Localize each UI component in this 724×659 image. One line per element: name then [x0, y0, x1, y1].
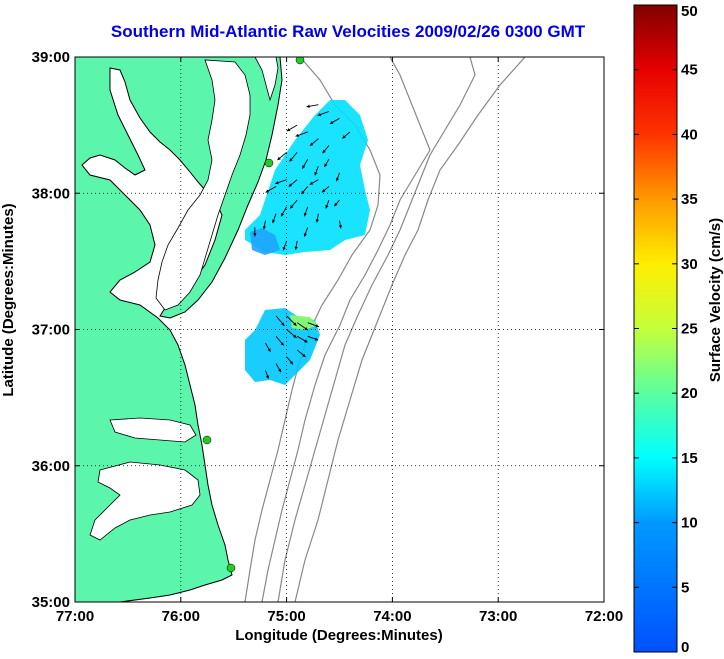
- velocity-arrowhead: [267, 348, 271, 352]
- chesapeake-bay: [155, 59, 251, 311]
- x-tick-label: 72:00: [585, 608, 623, 625]
- x-tick-label: 74:00: [373, 608, 411, 625]
- velocity-arrowhead: [304, 327, 308, 331]
- x-tick-label: 75:00: [267, 608, 305, 625]
- velocity-arrowhead: [314, 171, 318, 176]
- velocity-arrowhead: [289, 360, 294, 365]
- x-tick-label: 76:00: [162, 608, 200, 625]
- velocity-arrowhead: [265, 375, 270, 379]
- velocity-arrowhead: [338, 225, 343, 229]
- velocity-arrowhead: [304, 339, 308, 343]
- albemarle-sound: [109, 417, 197, 443]
- y-axis-label: Latitude (Degrees:Minutes): [0, 203, 17, 396]
- velocity-arrowhead: [293, 322, 297, 326]
- colorbar: [633, 4, 678, 653]
- velocity-arrowhead: [288, 183, 293, 187]
- y-tick-label: 37:00: [32, 322, 70, 339]
- grid: [75, 57, 604, 602]
- pamlico-sound: [89, 461, 201, 541]
- velocity-arrowhead: [293, 334, 297, 338]
- velocity-arrowhead: [301, 190, 305, 195]
- colorbar-tick-label: 45: [681, 62, 698, 79]
- colorbar-tick-label: 35: [681, 191, 698, 208]
- colorbar-tick-label: 40: [681, 126, 698, 143]
- colorbar-tick-label: 30: [681, 256, 698, 273]
- velocity-arrowhead: [342, 135, 346, 139]
- y-tick-label: 39:00: [32, 49, 70, 66]
- radar-site-4: [226, 563, 236, 573]
- velocity-arrowhead: [286, 128, 291, 132]
- velocity-arrowhead: [302, 353, 306, 358]
- velocity-arrowhead: [314, 337, 319, 341]
- x-tick-label: 73:00: [479, 608, 517, 625]
- y-axis: 39:00 38:00 37:00 36:00 35:00: [32, 49, 604, 611]
- velocity-arrowhead: [272, 219, 276, 224]
- velocity-arrowhead: [324, 163, 328, 167]
- velocity-arrowhead: [265, 189, 270, 193]
- delaware-bay: [254, 57, 279, 102]
- coverage-north-slow: [250, 228, 280, 255]
- velocity-arrowhead: [281, 212, 285, 217]
- velocity-arrowhead: [329, 120, 334, 124]
- velocity-arrowhead: [281, 322, 285, 326]
- chart-title: Southern Mid-Atlantic Raw Velocities 200…: [110, 22, 586, 41]
- colorbar-tick-label: 10: [681, 515, 698, 532]
- velocity-arrowhead: [294, 246, 298, 250]
- velocity-arrowhead: [309, 142, 314, 146]
- velocity-arrowhead: [303, 212, 307, 217]
- colorbar-tick-label: 5: [681, 579, 689, 596]
- velocity-arrowhead: [322, 149, 326, 154]
- x-axis: 77:00 76:00 75:00 74:00 73:00 72:00: [56, 57, 623, 625]
- velocity-arrowhead: [262, 226, 267, 230]
- velocity-arrowhead: [302, 165, 306, 169]
- radar-site-1: [295, 57, 305, 65]
- velocity-arrowhead: [253, 233, 257, 237]
- isobath-middle: [261, 57, 431, 602]
- colorbar-tick-label: 0: [681, 639, 689, 656]
- velocity-vectors: [253, 104, 351, 379]
- velocity-arrowhead: [322, 188, 326, 193]
- coverage-south-fast: [290, 315, 318, 330]
- velocity-arrowhead: [282, 246, 286, 251]
- velocity-arrowhead: [280, 342, 284, 346]
- colorbar-tick-label: 25: [681, 321, 698, 338]
- colorbar-label: Surface Velocity (cm/s): [707, 218, 724, 382]
- x-tick-label: 77:00: [56, 608, 94, 625]
- velocity-arrowhead: [290, 205, 294, 209]
- velocity-arrowhead: [315, 324, 320, 328]
- velocity-arrowhead: [289, 158, 293, 162]
- velocity-arrowhead: [309, 181, 314, 185]
- colorbar-ticks: 0 5 10 15 20 25 30 35 40 45 50: [634, 3, 698, 656]
- colorbar-tick-label: 20: [681, 385, 698, 402]
- coverage-north: [245, 100, 370, 255]
- y-tick-label: 36:00: [32, 458, 70, 475]
- velocity-arrowhead: [325, 205, 329, 209]
- colorbar-tick-label: 50: [681, 3, 698, 20]
- velocity-arrowhead: [334, 202, 338, 207]
- radar-site-2: [264, 158, 274, 168]
- y-tick-label: 38:00: [32, 185, 70, 202]
- velocity-arrowhead: [335, 177, 340, 182]
- velocity-arrowhead: [275, 181, 279, 185]
- radar-site-3: [202, 435, 212, 445]
- y-tick-label: 35:00: [32, 594, 70, 611]
- colorbar-tick-label: 15: [681, 450, 698, 467]
- velocity-arrowhead: [303, 233, 307, 237]
- x-axis-label: Longitude (Degrees:Minutes): [235, 627, 443, 644]
- velocity-arrowhead: [315, 219, 319, 223]
- isobath-outer: [277, 57, 476, 602]
- velocity-arrowhead: [278, 368, 282, 373]
- velocity-arrowhead: [295, 133, 300, 137]
- velocity-arrowhead: [317, 112, 322, 117]
- velocity-arrowhead: [306, 104, 310, 108]
- velocity-arrowhead: [277, 156, 281, 161]
